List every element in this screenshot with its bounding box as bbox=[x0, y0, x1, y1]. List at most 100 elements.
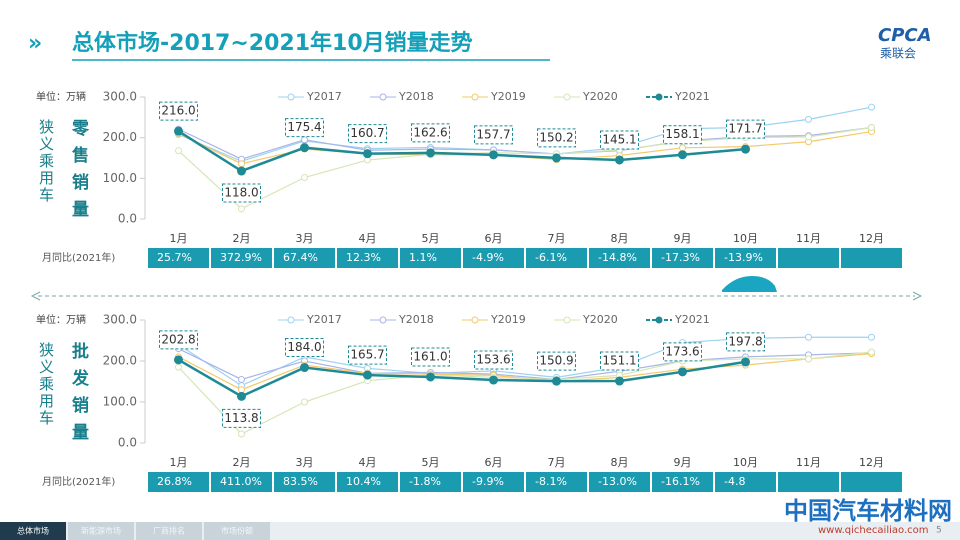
tab[interactable] bbox=[204, 522, 270, 540]
x-tick-label: 2月 bbox=[233, 232, 251, 245]
yoy-cell bbox=[526, 248, 587, 268]
point bbox=[237, 166, 246, 176]
legend-label: Y2017 bbox=[306, 90, 342, 103]
subtitle: 零售销量 bbox=[68, 119, 88, 227]
x-tick-label: 5月 bbox=[422, 232, 440, 245]
point bbox=[868, 333, 875, 341]
y-tick-label: 200.0 bbox=[103, 354, 137, 368]
y-tick-label: 300.0 bbox=[103, 90, 137, 104]
legend-label: Y2019 bbox=[490, 90, 526, 103]
point bbox=[174, 126, 183, 136]
point bbox=[238, 386, 245, 394]
watermark: 中国汽车材料网 bbox=[784, 497, 952, 525]
yoy-value: -1.8% bbox=[409, 475, 441, 488]
legend-marker bbox=[655, 316, 663, 324]
yoy-value: 26.8% bbox=[157, 475, 192, 488]
point bbox=[805, 355, 812, 363]
data-label: 151.1 bbox=[602, 354, 636, 368]
label-box bbox=[474, 125, 513, 145]
point bbox=[868, 348, 875, 356]
unit-label: 单位：万辆 bbox=[36, 313, 86, 326]
point bbox=[678, 367, 687, 377]
series-line bbox=[177, 358, 746, 398]
yoy-value: 411.0% bbox=[220, 475, 262, 488]
x-tick-label: 4月 bbox=[359, 232, 377, 245]
yoy-cell bbox=[652, 248, 713, 268]
yoy-cell bbox=[148, 472, 209, 492]
label-box bbox=[285, 338, 324, 358]
yoy-cell bbox=[652, 472, 713, 492]
data-label: 150.2 bbox=[539, 130, 573, 144]
point bbox=[174, 355, 183, 365]
label-box bbox=[726, 119, 765, 139]
point bbox=[741, 357, 750, 367]
label-box bbox=[474, 350, 513, 370]
yoy-cell bbox=[274, 248, 335, 268]
point bbox=[489, 375, 498, 385]
point bbox=[868, 103, 875, 111]
label-box bbox=[411, 123, 450, 143]
label-box bbox=[600, 130, 639, 150]
data-label: 197.8 bbox=[728, 334, 762, 348]
x-tick-label: 11月 bbox=[796, 456, 821, 469]
yoy-value: 83.5% bbox=[283, 475, 318, 488]
yoy-cell bbox=[337, 472, 398, 492]
point bbox=[301, 136, 308, 144]
yoy-cell bbox=[715, 248, 776, 268]
y-tick-label: 300.0 bbox=[103, 313, 137, 327]
tab-label[interactable]: 新能源市场 bbox=[81, 526, 121, 536]
yoy-value: -6.1% bbox=[535, 251, 567, 264]
data-label: 153.6 bbox=[476, 353, 510, 367]
legend-label: Y2019 bbox=[490, 313, 526, 326]
yoy-value: -13.9% bbox=[724, 251, 763, 264]
data-label: 202.8 bbox=[161, 332, 195, 346]
point bbox=[238, 375, 245, 383]
data-label: 145.1 bbox=[602, 132, 636, 146]
legend-label: Y2018 bbox=[398, 90, 434, 103]
point bbox=[363, 149, 372, 159]
tab-label[interactable]: 总体市场 bbox=[17, 526, 49, 536]
data-label: 118.0 bbox=[224, 186, 258, 200]
chevron: » bbox=[28, 31, 42, 56]
point bbox=[300, 363, 309, 373]
label-box bbox=[222, 183, 261, 203]
yoy-cell bbox=[589, 472, 650, 492]
yoy-value: -16.1% bbox=[661, 475, 700, 488]
legend-marker bbox=[379, 316, 387, 324]
yoy-cell bbox=[274, 472, 335, 492]
point bbox=[426, 372, 435, 382]
point bbox=[301, 174, 308, 182]
x-tick-label: 1月 bbox=[170, 456, 188, 469]
legend-label: Y2020 bbox=[582, 90, 618, 103]
label-box bbox=[726, 332, 765, 352]
tab[interactable] bbox=[136, 522, 202, 540]
label-box bbox=[537, 128, 576, 148]
tab[interactable] bbox=[68, 522, 134, 540]
yoy-cell bbox=[337, 248, 398, 268]
slide-title: 总体市场-2017~2021年10月销量走势 bbox=[72, 30, 473, 56]
yoy-cell bbox=[148, 248, 209, 268]
label-box bbox=[411, 347, 450, 367]
x-tick-label: 12月 bbox=[859, 456, 884, 469]
yoy-cell bbox=[211, 248, 272, 268]
legend-marker bbox=[379, 93, 387, 101]
group-label: 狭义乘用车 bbox=[37, 119, 55, 204]
tab-label[interactable]: 厂商排名 bbox=[153, 526, 185, 536]
tab[interactable] bbox=[0, 522, 66, 540]
legend-marker bbox=[287, 316, 295, 324]
point bbox=[805, 333, 812, 341]
yoy-cell bbox=[400, 248, 461, 268]
yoy-value: 372.9% bbox=[220, 251, 262, 264]
yoy-value: -13.0% bbox=[598, 475, 637, 488]
tab-label[interactable]: 市场份额 bbox=[221, 526, 253, 536]
point bbox=[615, 376, 624, 386]
yoy-value: 10.4% bbox=[346, 475, 381, 488]
yoy-cell bbox=[463, 472, 524, 492]
data-label: 162.6 bbox=[413, 125, 447, 139]
label-box bbox=[663, 342, 702, 362]
legend-label: Y2020 bbox=[582, 313, 618, 326]
group-label: 狭义乘用车 bbox=[37, 342, 55, 427]
yoy-cell bbox=[400, 472, 461, 492]
point bbox=[238, 205, 245, 213]
